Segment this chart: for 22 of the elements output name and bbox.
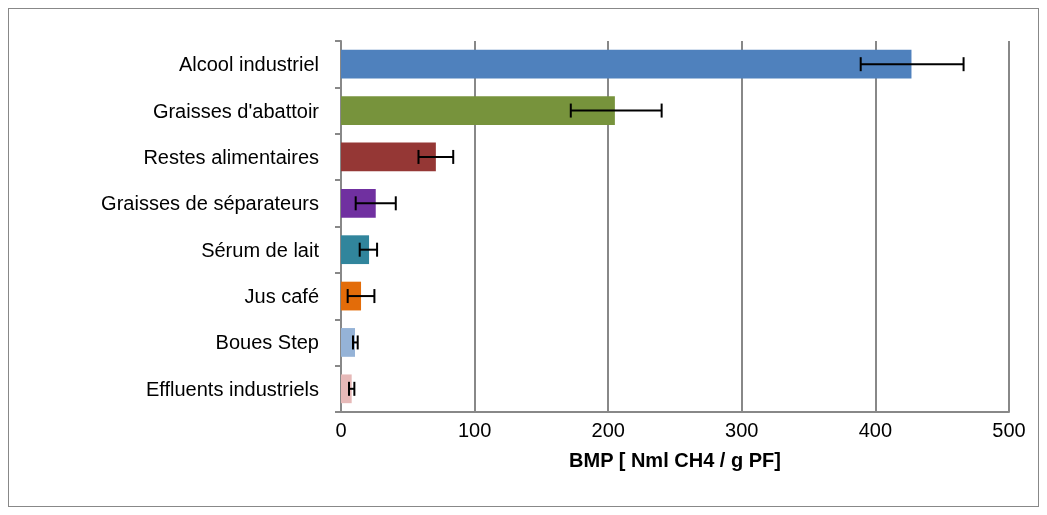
- x-tick-label: 200: [591, 419, 625, 441]
- bar: [341, 96, 615, 125]
- y-tick-label: Boues Step: [215, 331, 319, 354]
- x-tick-label: 300: [725, 419, 759, 441]
- y-tick-label: Effluents industriels: [145, 377, 319, 400]
- bar: [341, 328, 356, 357]
- y-tick-label: Graisses de séparateurs: [101, 192, 319, 215]
- y-tick-label: Jus café: [244, 285, 319, 308]
- bar: [341, 188, 376, 218]
- x-tick-label: 0: [335, 419, 347, 441]
- x-tick-label: 100: [457, 419, 492, 441]
- y-tick-label: Alcool industriel: [178, 53, 319, 76]
- x-tick-label: 500: [992, 419, 1026, 441]
- bar: [341, 142, 436, 172]
- bar: [341, 49, 912, 79]
- bar: [341, 281, 362, 311]
- y-tick-label: Sérum de lait: [201, 238, 320, 261]
- bar: [341, 235, 370, 265]
- y-tick-label: Restes alimentaires: [143, 145, 319, 168]
- x-axis-title: BMP [ Nml CH4 / g PF]: [569, 449, 781, 471]
- y-tick-label: Graisses d'abattoir: [152, 99, 320, 122]
- x-tick-label: 400: [858, 419, 893, 441]
